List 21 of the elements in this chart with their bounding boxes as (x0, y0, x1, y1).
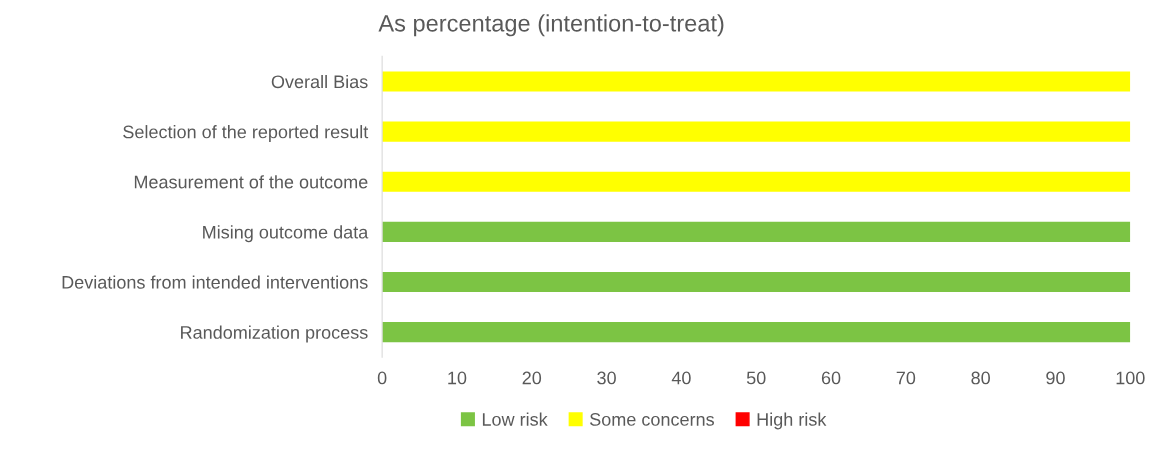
x-tick-label: 60 (821, 371, 841, 385)
legend-label: Some concerns (590, 413, 714, 426)
legend-label: High risk (757, 412, 827, 430)
x-tick-label: 40 (671, 371, 691, 385)
y-tick-label: Measurement of the outcome (134, 175, 368, 189)
legend-label: Low risk (482, 412, 548, 426)
y-tick-label: Mising outcome data (203, 225, 369, 243)
x-tick-label: 90 (1046, 371, 1065, 385)
x-tick-label: 10 (448, 371, 467, 385)
x-tick-label: 30 (597, 371, 616, 385)
chart-title: As percentage (intention-to-treat) (378, 14, 724, 37)
y-tick-label: Deviations from intended interventions (62, 275, 368, 289)
y-tick-label: Selection of the reported result (123, 125, 369, 142)
x-tick-label: 70 (896, 371, 916, 385)
y-tick-label: Overall Bias (271, 74, 368, 89)
y-tick-label: Randomization process (181, 325, 368, 343)
x-tick-label: 20 (522, 371, 542, 385)
x-tick-label: 0 (377, 371, 387, 385)
x-tick-label: 100 (1116, 371, 1145, 385)
x-tick-label: 80 (971, 371, 990, 385)
x-tick-label: 50 (746, 371, 766, 385)
